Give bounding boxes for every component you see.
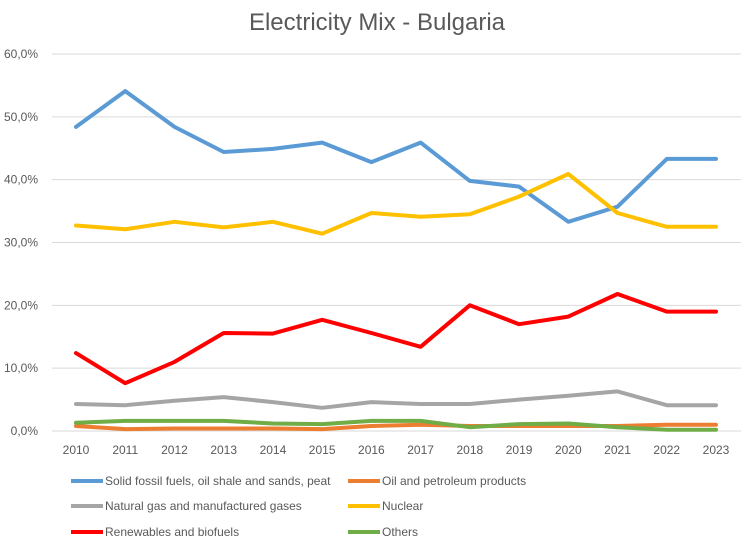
- y-tick-label: 50,0%: [4, 110, 38, 124]
- legend-label: Nuclear: [382, 499, 423, 513]
- x-tick-label: 2020: [555, 443, 582, 457]
- legend-label: Oil and petroleum products: [382, 474, 526, 488]
- y-tick-label: 40,0%: [4, 173, 38, 187]
- x-tick-label: 2022: [653, 443, 680, 457]
- y-tick-label: 0,0%: [11, 424, 39, 438]
- series-line-solid-fossil-fuels-oil-shale-and-sands-peat: [74, 89, 718, 224]
- x-tick-label: 2021: [604, 443, 631, 457]
- y-tick-label: 30,0%: [4, 236, 38, 250]
- y-tick-label: 20,0%: [4, 298, 38, 312]
- y-axis-ticks: 0,0% 10,0% 20,0% 30,0% 40,0% 50,0% 60,0%: [4, 47, 38, 438]
- x-tick-label: 2014: [260, 443, 287, 457]
- series-line-nuclear: [74, 172, 718, 236]
- x-tick-label: 2011: [112, 443, 138, 457]
- legend-item-oil-and-petroleum-products: Oil and petroleum products: [348, 474, 526, 488]
- y-tick-label: 60,0%: [4, 47, 38, 61]
- x-tick-label: 2019: [506, 443, 533, 457]
- legend-label: Renewables and biofuels: [105, 525, 239, 539]
- x-tick-label: 2010: [63, 443, 90, 457]
- chart-title: Electricity Mix - Bulgaria: [249, 9, 506, 36]
- legend-label: Natural gas and manufactured gases: [105, 499, 302, 513]
- legend-label: Others: [382, 525, 418, 539]
- series-lines: [74, 89, 718, 432]
- series-line-natural-gas-and-manufactured-gases: [74, 389, 718, 410]
- series-line-others: [74, 418, 718, 432]
- x-tick-label: 2013: [210, 443, 237, 457]
- legend-item-natural-gas-and-manufactured-gases: Natural gas and manufactured gases: [71, 499, 302, 513]
- x-axis-ticks: 2010 2011 2012 2013 2014 2015 2016 2017 2018 2019…: [63, 443, 730, 457]
- gridlines: [52, 53, 741, 432]
- legend-item-nuclear: Nuclear: [348, 499, 423, 513]
- x-tick-label: 2016: [358, 443, 385, 457]
- x-tick-label: 2023: [703, 443, 730, 457]
- x-tick-label: 2015: [309, 443, 336, 457]
- x-tick-label: 2018: [456, 443, 483, 457]
- x-tick-label: 2012: [161, 443, 188, 457]
- series-line-renewables-and-biofuels: [74, 292, 718, 386]
- legend-item-renewables-and-biofuels: Renewables and biofuels: [71, 525, 239, 539]
- legend-item-solid-fossil-fuels-oil-shale-and-sands-peat: Solid fossil fuels, oil shale and sands,…: [71, 474, 331, 488]
- legend: Solid fossil fuels, oil shale and sands,…: [71, 474, 526, 539]
- y-tick-label: 10,0%: [4, 361, 38, 375]
- legend-item-others: Others: [348, 525, 418, 539]
- x-tick-label: 2017: [407, 443, 434, 457]
- legend-label: Solid fossil fuels, oil shale and sands,…: [105, 474, 331, 488]
